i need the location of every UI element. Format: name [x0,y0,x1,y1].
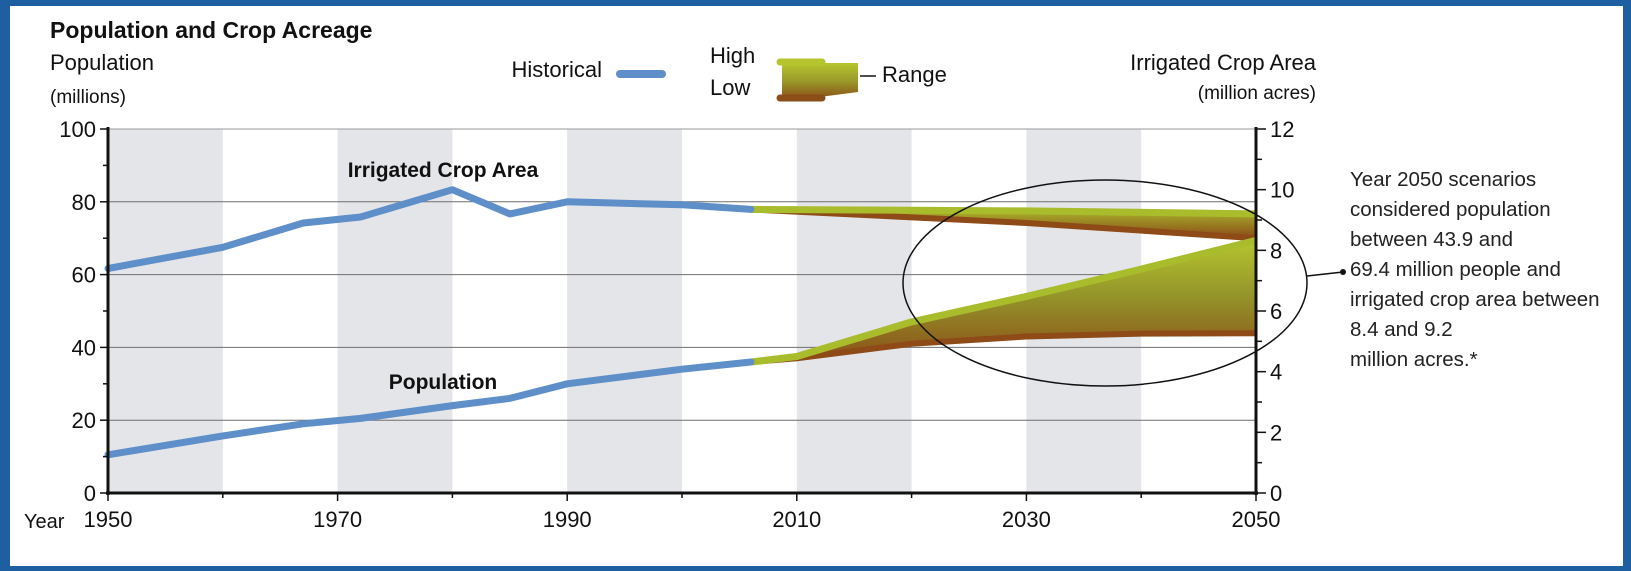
projection-high-line-population [750,237,1257,366]
x-tick-label: 2010 [772,507,821,532]
legend-low-label: Low [710,75,750,100]
scenario-annotation: Year 2050 scenarios considered population… [1350,168,1600,371]
right-tick-label: 4 [1270,360,1282,385]
projection-low-line-crop-area [750,206,1257,242]
annotation-line: between 43.9 and [1350,228,1513,251]
historical-line-crop-area [104,186,755,272]
annotation-line: 8.4 and 9.2 [1350,318,1453,341]
scenario-highlight-ellipse [902,179,1308,387]
right-tick-label: 12 [1270,117,1294,142]
right-tick-label: 0 [1270,481,1282,506]
series-label-crop-area: Irrigated Crop Area [348,159,539,182]
legend-high-label: High [710,43,755,68]
decade-band [337,129,453,493]
x-tick-label: 1970 [313,507,362,532]
left-tick-label: 20 [72,408,96,433]
right-tick-label: 8 [1270,238,1282,263]
x-tick-label: 1950 [84,507,133,532]
right-tick-label: 6 [1270,299,1282,324]
left-tick-label: 100 [59,117,96,142]
legend: Historical High Low Range [512,43,947,102]
left-tick-label: 80 [72,190,96,215]
right-tick-label: 2 [1270,420,1282,445]
historical-line-population [104,358,755,459]
left-tick-label: 40 [72,335,96,360]
annotation-leader-dot [1340,269,1346,275]
right-axis-label: Irrigated Crop Area [1130,50,1317,75]
left-tick-label: 0 [84,481,96,506]
legend-range-swatch [782,63,858,99]
left-axis-units: (millions) [50,87,126,108]
projection-high-line-crop-area [750,205,1257,218]
annotation-line: considered population [1350,198,1551,221]
annotation-leader-line [1306,271,1344,277]
legend-range-label: Range [882,62,947,87]
series-label-population: Population [389,371,498,394]
decade-band [108,129,223,493]
annotation-line: million acres.* [1350,348,1478,371]
chart-title: Population and Crop Acreage [50,17,372,43]
range-band-crop-area [750,209,1256,239]
decade-band [567,129,682,493]
decade-band [796,129,912,493]
annotation-line: Year 2050 scenarios [1350,168,1536,191]
x-tick-label: 1990 [543,507,592,532]
right-axis-units: (million acres) [1198,83,1316,104]
right-tick-label: 10 [1270,178,1294,203]
annotation-line: 69.4 million people and [1350,258,1561,281]
left-axis-label: Population [50,50,154,75]
population-crop-chart: 0 20 40 60 80 100 0 2 4 6 8 10 12 1950 1970 1990 2010 203… [24,17,1600,533]
x-tick-label: 2050 [1232,507,1281,532]
x-tick-label: 2030 [1002,507,1051,532]
annotation-line: irrigated crop area between [1350,288,1600,311]
chart-panel: 0 20 40 60 80 100 0 2 4 6 8 10 12 1950 1970 1990 2010 203… [10,6,1623,566]
legend-historical-label: Historical [512,57,602,82]
left-tick-label: 60 [72,263,96,288]
x-axis-label: Year [24,511,65,533]
